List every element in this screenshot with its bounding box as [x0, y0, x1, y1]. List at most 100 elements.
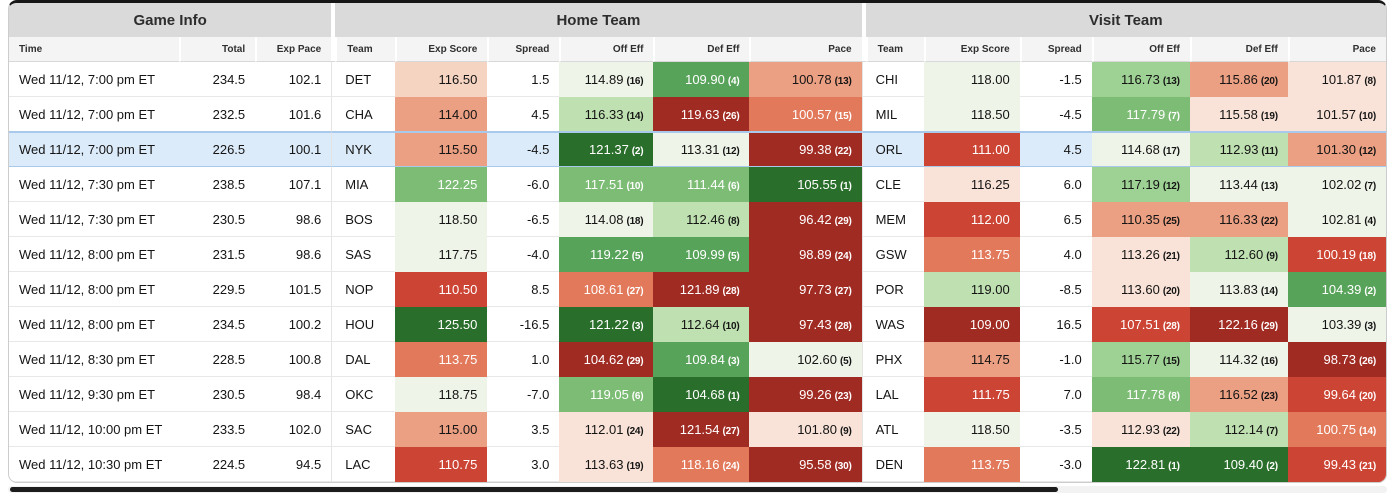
column-header-visit-team-def-eff[interactable]: Def Eff [1189, 37, 1288, 62]
home-def-eff-cell: 121.89 (28) [653, 272, 750, 307]
rank-badge: (27) [834, 285, 852, 297]
game-row[interactable]: Wed 11/12, 8:00 pm ET 234.5 100.2 HOU 125.50… [9, 307, 1386, 342]
home-off-eff-cell: 114.89 (16) [559, 62, 654, 97]
section-gap [331, 342, 336, 377]
column-header-game-info-time[interactable]: Time [9, 37, 180, 62]
rank-badge: (1) [1168, 460, 1180, 472]
column-header-visit-team-spread[interactable]: Spread [1019, 37, 1092, 62]
total-cell: 238.5 [179, 167, 256, 202]
home-team-cell: MIA [335, 167, 396, 202]
column-header-home-team-team[interactable]: Team [335, 37, 396, 62]
scrollbar-thumb[interactable] [10, 487, 1059, 492]
visit-def-eff-cell: 112.14 (7) [1189, 412, 1288, 447]
home-spread-cell: 8.5 [487, 272, 560, 307]
visit-spread-cell: -3.0 [1019, 447, 1092, 482]
column-header-home-team-exp-score[interactable]: Exp Score [395, 37, 488, 62]
rank-badge: (12) [1162, 180, 1180, 192]
home-team-cell: BOS [335, 202, 396, 237]
rank-badge: (13) [1260, 180, 1278, 192]
column-header-visit-team-off-eff[interactable]: Off Eff [1091, 37, 1190, 62]
section-gap [331, 167, 336, 202]
time-cell: Wed 11/12, 7:00 pm ET [9, 62, 180, 97]
home-exp-score-cell: 125.50 [395, 307, 488, 342]
home-exp-score-cell: 118.50 [395, 202, 488, 237]
section-gap [331, 132, 336, 167]
home-off-eff-cell: 119.22 (5) [559, 237, 654, 272]
column-header-game-info-exp-pace[interactable]: Exp Pace [255, 37, 332, 62]
game-row[interactable]: Wed 11/12, 8:00 pm ET 229.5 101.5 NOP 110.50… [9, 272, 1386, 307]
game-row[interactable]: Wed 11/12, 8:00 pm ET 231.5 98.6 SAS 117.75-… [9, 237, 1386, 272]
horizontal-scrollbar[interactable] [8, 486, 1387, 493]
exp-pace-cell: 107.1 [255, 167, 332, 202]
visit-pace-cell: 101.30 (12) [1287, 132, 1386, 167]
section-gap [331, 272, 336, 307]
column-header-home-team-def-eff[interactable]: Def Eff [653, 37, 750, 62]
time-cell: Wed 11/12, 10:00 pm ET [9, 412, 180, 447]
rank-badge: (13) [834, 75, 852, 87]
rank-badge: (27) [722, 425, 740, 437]
rank-badge: (19) [626, 460, 644, 472]
home-off-eff-cell: 117.51 (10) [559, 167, 654, 202]
game-row[interactable]: Wed 11/12, 7:00 pm ET 232.5 101.6 CHA 114.00… [9, 97, 1386, 132]
game-row[interactable]: Wed 11/12, 9:30 pm ET 230.5 98.4 OKC 118.75-… [9, 377, 1386, 412]
time-cell: Wed 11/12, 7:30 pm ET [9, 202, 180, 237]
total-cell: 230.5 [179, 377, 256, 412]
home-team-cell: OKC [335, 377, 396, 412]
column-header-home-team-off-eff[interactable]: Off Eff [559, 37, 654, 62]
total-cell: 226.5 [179, 132, 256, 167]
home-off-eff-cell: 121.22 (3) [559, 307, 654, 342]
visit-pace-cell: 100.19 (18) [1287, 237, 1386, 272]
rank-badge: (14) [1359, 425, 1376, 437]
column-header-visit-team-team[interactable]: Team [865, 37, 924, 62]
home-team-cell: SAC [335, 412, 396, 447]
game-row[interactable]: Wed 11/12, 10:00 pm ET 233.5 102.0 SAC 115.0… [9, 412, 1386, 447]
visit-pace-cell: 99.43 (21) [1287, 447, 1386, 482]
column-header-home-team-pace[interactable]: Pace [749, 37, 862, 62]
game-row[interactable]: Wed 11/12, 7:30 pm ET 238.5 107.1 MIA 122.25… [9, 167, 1386, 202]
visit-off-eff-cell: 114.68 (17) [1091, 132, 1190, 167]
rank-badge: (16) [1260, 355, 1278, 367]
column-header-game-info-total[interactable]: Total [179, 37, 256, 62]
visit-off-eff-cell: 112.93 (22) [1091, 412, 1190, 447]
section-gap [331, 62, 336, 97]
game-row[interactable]: Wed 11/12, 8:30 pm ET 228.5 100.8 DAL 113.75… [9, 342, 1386, 377]
game-row[interactable]: Wed 11/12, 7:00 pm ET 234.5 102.1 DET 116.50… [9, 62, 1386, 97]
section-gap [861, 447, 866, 482]
rank-badge: (2) [1266, 460, 1278, 472]
section-gap [331, 447, 336, 482]
rank-badge: (3) [727, 355, 740, 367]
rank-badge: (6) [727, 180, 740, 192]
visit-pace-cell: 98.73 (26) [1287, 342, 1386, 377]
rank-badge: (23) [1260, 390, 1278, 402]
home-def-eff-cell: 121.54 (27) [653, 412, 750, 447]
visit-def-eff-cell: 109.40 (2) [1189, 447, 1288, 482]
game-row[interactable]: Wed 11/12, 10:30 pm ET 224.5 94.5 LAC 110.75… [9, 447, 1386, 482]
rank-badge: (23) [834, 390, 852, 402]
rank-badge: (5) [727, 250, 740, 262]
rank-badge: (3) [631, 320, 644, 332]
games-odds-table: Game Info Home Team Visit Team Time Total… [9, 3, 1386, 482]
home-team-cell: DET [335, 62, 396, 97]
home-off-eff-cell: 114.08 (18) [559, 202, 654, 237]
section-gap [861, 62, 866, 97]
game-row[interactable]: Wed 11/12, 7:00 pm ET 226.5 100.1 NYK 115.50… [9, 132, 1386, 167]
home-exp-score-cell: 110.50 [395, 272, 488, 307]
column-header-visit-team-exp-score[interactable]: Exp Score [923, 37, 1020, 62]
visit-def-eff-cell: 116.52 (23) [1189, 377, 1288, 412]
column-header-home-team-spread[interactable]: Spread [487, 37, 560, 62]
rank-badge: (24) [626, 425, 644, 437]
visit-off-eff-cell: 117.19 (12) [1091, 167, 1190, 202]
rank-badge: (20) [1260, 75, 1278, 87]
rank-badge: (8) [1364, 75, 1376, 87]
game-row[interactable]: Wed 11/12, 7:30 pm ET 230.5 98.6 BOS 118.50-… [9, 202, 1386, 237]
visit-exp-score-cell: 116.25 [923, 167, 1020, 202]
home-spread-cell: -7.0 [487, 377, 560, 412]
column-header-visit-team-pace[interactable]: Pace [1287, 37, 1386, 62]
section-gap [861, 377, 866, 412]
visit-exp-score-cell: 109.00 [923, 307, 1020, 342]
rank-badge: (28) [1162, 320, 1180, 332]
home-exp-score-cell: 110.75 [395, 447, 488, 482]
rank-badge: (7) [1266, 425, 1278, 437]
rank-badge: (17) [1162, 146, 1180, 157]
home-spread-cell: 4.5 [487, 97, 560, 132]
